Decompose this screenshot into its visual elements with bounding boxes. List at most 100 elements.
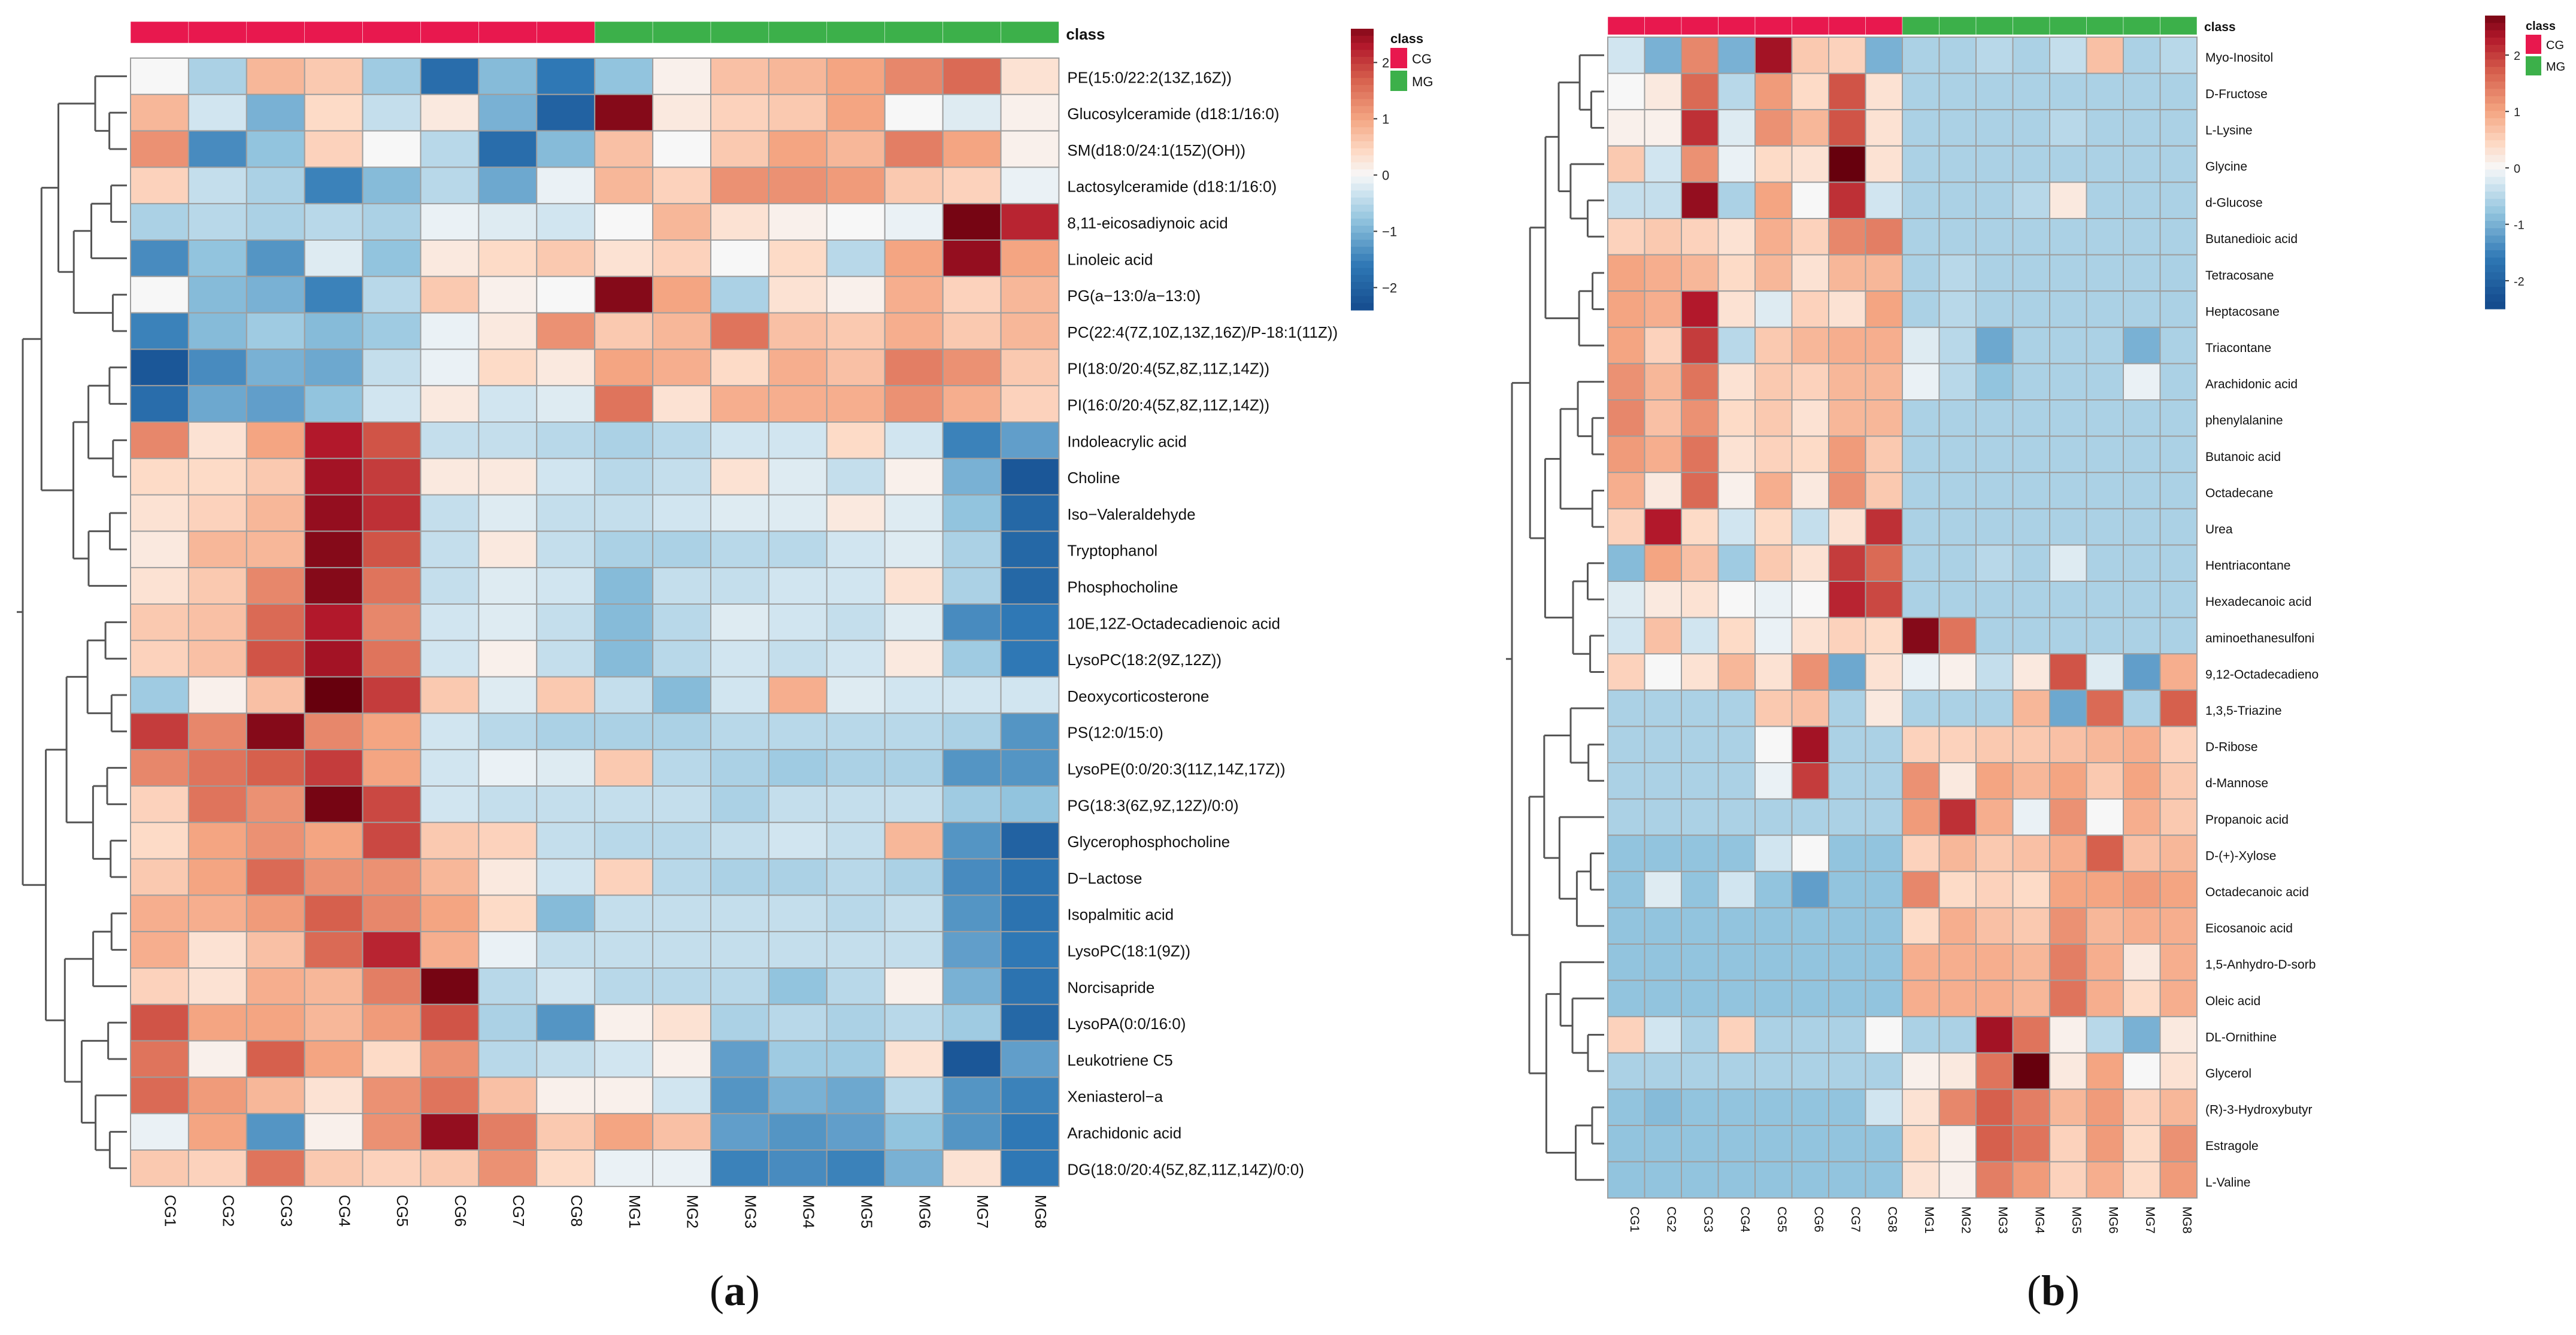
b-heatmap-cell: [1644, 472, 1682, 509]
b-heatmap-cell: [1902, 835, 1940, 872]
b-heatmap-cell: [1791, 726, 1829, 764]
a-heatmap-cell: [652, 348, 711, 387]
a-heatmap-cell: [478, 166, 538, 205]
b-heatmap-cell: [1717, 979, 1756, 1018]
a-heatmap-cell: [304, 457, 363, 496]
b-legend-label: CG: [2546, 39, 2564, 52]
a-color-scale-segment: [1351, 268, 1374, 275]
b-heatmap-cell: [1791, 508, 1829, 546]
a-heatmap-cell: [420, 239, 480, 277]
b-heatmap-cell: [1975, 798, 2014, 836]
a-heatmap-cell: [130, 712, 189, 751]
b-heatmap-cell: [2159, 109, 2198, 147]
a-heatmap-cell: [594, 567, 654, 605]
a-row-label: Tryptophanol: [1067, 542, 1157, 560]
a-heatmap-cell: [768, 639, 828, 678]
b-heatmap-cell: [1607, 689, 1645, 727]
a-color-scale-segment: [1351, 148, 1374, 156]
b-heatmap-cell: [1791, 145, 1829, 183]
b-heatmap-cell: [1681, 726, 1719, 764]
b-heatmap-cell: [1975, 726, 2014, 764]
a-heatmap-cell: [304, 603, 363, 641]
b-heatmap-cell: [2086, 1088, 2124, 1127]
heatmap-panel-b: class Myo-Inositol D-Fructose L-Lysine Glyci…: [1506, 16, 2565, 1234]
b-heatmap-cell: [1681, 37, 1719, 74]
b-heatmap-cell: [1607, 943, 1645, 981]
a-heatmap-cell: [536, 385, 596, 423]
a-heatmap-cell: [536, 567, 596, 605]
b-heatmap-cell: [2159, 145, 2198, 183]
a-heatmap-cell: [1000, 385, 1060, 423]
a-color-scale-segment: [1351, 190, 1374, 198]
a-heatmap-cell: [652, 1149, 711, 1187]
b-row-label: Butanoic acid: [2205, 450, 2281, 464]
a-heatmap-cell: [246, 676, 305, 714]
a-heatmap-cell: [536, 239, 596, 277]
b-heatmap-cell: [2049, 979, 2087, 1018]
b-heatmap-cell: [1828, 689, 1866, 727]
a-heatmap-cell: [884, 858, 944, 896]
a-color-scale-tick-label: 1: [1382, 111, 1389, 126]
a-heatmap-cell: [1000, 785, 1060, 823]
a-heatmap-cell: [768, 312, 828, 350]
b-heatmap-cell: [2049, 544, 2087, 582]
a-heatmap-cell: [710, 57, 769, 95]
b-heatmap-cell: [1938, 979, 1977, 1018]
b-heatmap-cell: [1717, 290, 1756, 328]
a-class-bar-cell: [768, 21, 828, 44]
a-heatmap-cell: [942, 967, 1002, 1005]
a-heatmap-cell: [1000, 1113, 1060, 1151]
a-column-label: MG5: [857, 1195, 875, 1228]
b-heatmap-cell: [1717, 689, 1756, 727]
b-legend-title: class: [2526, 20, 2556, 33]
b-heatmap-cell: [1644, 218, 1682, 256]
b-color-scale-segment: [2485, 23, 2505, 31]
b-heatmap-cell: [1975, 907, 2014, 945]
a-heatmap-cell: [594, 130, 654, 168]
b-heatmap-cell: [1865, 835, 1903, 872]
b-heatmap-cell: [1607, 37, 1645, 74]
b-color-scale-segment: [2485, 89, 2505, 97]
a-heatmap-cell: [187, 676, 247, 714]
a-heatmap-cell: [594, 239, 654, 277]
a-heatmap-cell: [884, 1076, 944, 1115]
a-color-scale-segment: [1351, 254, 1374, 262]
a-heatmap-cell: [246, 894, 305, 933]
a-heatmap-cell: [710, 348, 769, 387]
a-heatmap-cell: [130, 457, 189, 496]
a-heatmap-cell: [884, 821, 944, 860]
a-heatmap-cell: [768, 749, 828, 787]
a-color-scale-segment: [1351, 204, 1374, 213]
b-heatmap-cell: [1644, 762, 1682, 800]
a-heatmap-cell: [187, 1149, 247, 1187]
a-heatmap-cell: [304, 676, 363, 714]
b-heatmap-cell: [1607, 907, 1645, 945]
b-heatmap-cell: [2086, 72, 2124, 111]
b-heatmap-cell: [2123, 653, 2161, 691]
a-heatmap-cell: [246, 239, 305, 277]
a-heatmap-cell: [130, 166, 189, 205]
b-column-label: MG4: [2033, 1206, 2047, 1234]
a-heatmap-cell: [652, 967, 711, 1005]
a-heatmap-cell: [942, 567, 1002, 605]
a-heatmap-cell: [710, 530, 769, 569]
b-heatmap-cell: [1865, 581, 1903, 618]
b-heatmap-cell: [1828, 1088, 1866, 1127]
b-heatmap-cell: [1975, 109, 2014, 147]
b-heatmap-cell: [2159, 979, 2198, 1018]
b-heatmap-cell: [1865, 1125, 1903, 1163]
a-color-scale-tick-label: 2: [1382, 55, 1389, 70]
a-heatmap-cell: [187, 931, 247, 969]
b-column-label: CG5: [1775, 1206, 1789, 1232]
a-column-label: CG3: [277, 1195, 295, 1227]
b-heatmap-cell: [1754, 1016, 1793, 1054]
a-heatmap-cell: [768, 385, 828, 423]
b-heatmap-cell: [2123, 726, 2161, 764]
a-heatmap-cell: [362, 858, 422, 896]
b-row-label: Hexadecanoic acid: [2205, 595, 2311, 609]
b-heatmap-cell: [1865, 1052, 1903, 1090]
a-heatmap-cell: [826, 931, 886, 969]
b-heatmap-cell: [1681, 544, 1719, 582]
a-heatmap-cell: [594, 494, 654, 532]
a-heatmap-cell: [362, 93, 422, 132]
